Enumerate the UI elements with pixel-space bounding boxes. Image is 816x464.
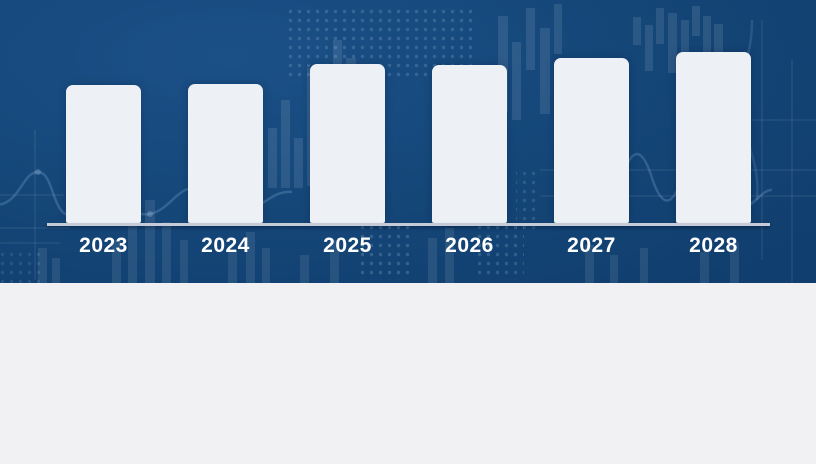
bar-2023: [66, 85, 141, 223]
year-label-2028: 2028: [689, 234, 738, 257]
bar-chart: [66, 0, 751, 223]
bar-2027: [554, 58, 629, 223]
x-axis-line: [47, 223, 770, 226]
year-label-2024: 2024: [201, 234, 250, 257]
year-label-2027: 2027: [567, 234, 616, 257]
year-label-2026: 2026: [445, 234, 494, 257]
x-axis-labels: 2023 2024 2025 2026 2027 2028: [66, 234, 751, 258]
year-label-2025: 2025: [323, 234, 372, 257]
year-label-2023: 2023: [79, 234, 128, 257]
stats-panel: 8.8% CAGR (2023-2028) $ $: [0, 283, 816, 464]
bar-2028: [676, 52, 751, 223]
bar-2025: [310, 64, 385, 223]
bar-2024: [188, 84, 263, 223]
bar-2026: [432, 65, 507, 223]
chart-banner: 2023 2024 2025 2026 2027 2028: [0, 0, 816, 283]
